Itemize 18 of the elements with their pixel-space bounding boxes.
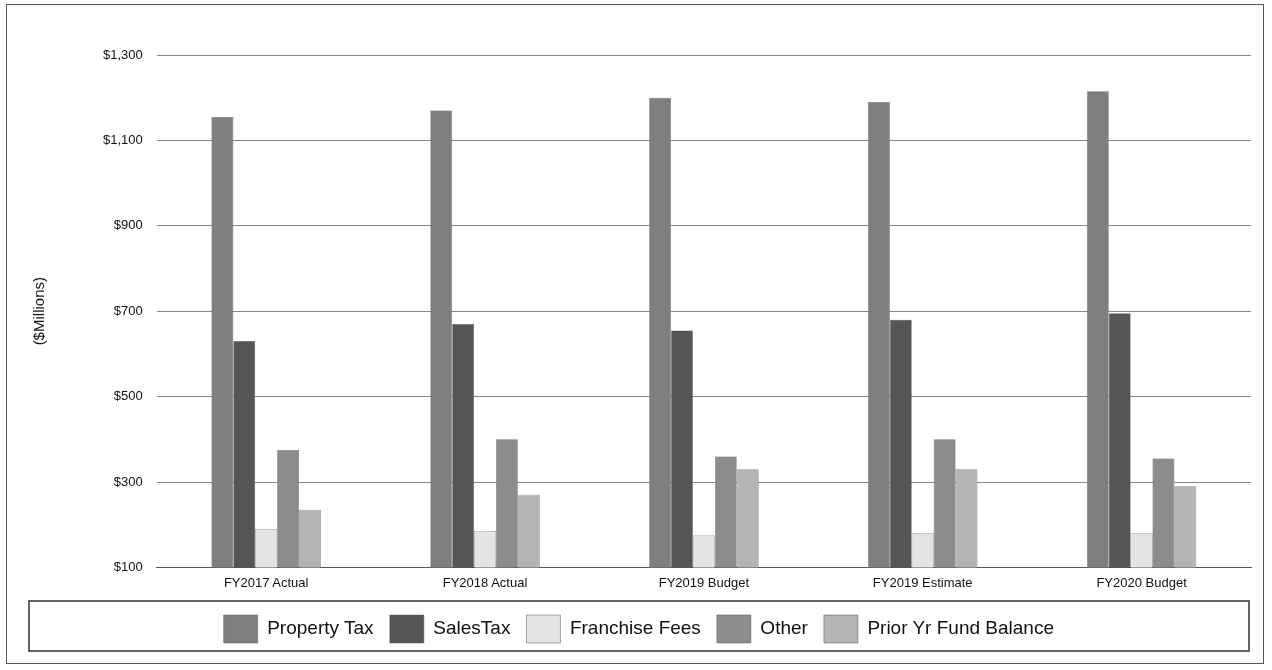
legend-label: Prior Yr Fund Balance: [867, 617, 1054, 639]
legend-label: SalesTax: [433, 617, 511, 639]
x-tick-label: FY2017 Actual: [223, 574, 309, 590]
x-tick-label: FY2020 Budget: [1096, 574, 1188, 590]
y-tick-label: $700: [113, 302, 143, 318]
y-tick-label: $500: [113, 388, 143, 404]
y-tick-label: $1,300: [103, 46, 143, 62]
y-axis-title: ($Millions): [30, 277, 48, 346]
legend-label: Franchise Fees: [569, 617, 701, 639]
y-tick-label: $900: [113, 217, 143, 233]
x-tick-label: FY2018 Actual: [442, 574, 528, 590]
legend-label: Property Tax: [267, 617, 374, 639]
y-tick-label: $1,100: [103, 131, 143, 147]
x-tick-label: FY2019 Budget: [658, 574, 750, 590]
y-tick-label: $100: [113, 558, 143, 574]
x-tick-label: FY2019 Estimate: [872, 574, 973, 590]
legend-label: Other: [760, 617, 809, 639]
y-tick-label: $300: [113, 473, 143, 489]
